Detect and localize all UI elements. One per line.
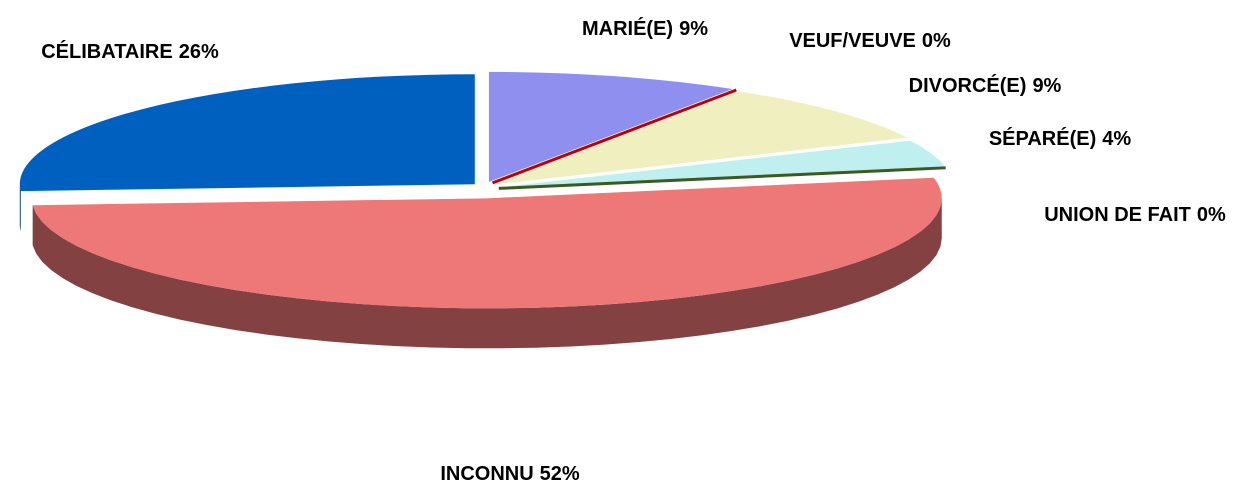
slice-side: [32, 198, 942, 349]
value-label: 4%: [1102, 128, 1131, 150]
value-label: 9%: [1032, 75, 1061, 97]
slice: [498, 140, 946, 188]
slice-label: CÉLIBATAIRE 26%: [41, 40, 219, 63]
slice: [495, 91, 908, 185]
slice-label: UNION DE FAIT 0%: [1044, 204, 1226, 226]
pie-tops: [19, 71, 946, 309]
slice-label: VEUF/VEUVE 0%: [789, 30, 951, 52]
slice-label: MARIÉ(E) 9%: [582, 17, 708, 40]
value-label: 52%: [540, 463, 580, 485]
value-label: 9%: [679, 18, 708, 40]
category-label: INCONNU: [440, 463, 533, 485]
category-label: SÉPARÉ(E): [989, 127, 1096, 150]
slice: [488, 71, 733, 182]
category-label: MARIÉ(E): [582, 17, 673, 40]
category-label: UNION DE FAIT: [1044, 204, 1191, 226]
slice-label: INCONNU 52%: [440, 463, 580, 485]
slice-label: SÉPARÉ(E) 4%: [989, 127, 1132, 150]
value-label: 0%: [922, 30, 951, 52]
category-label: VEUF/VEUVE: [789, 30, 916, 52]
value-label: 26%: [179, 41, 219, 63]
category-label: CÉLIBATAIRE: [41, 40, 172, 63]
value-label: 0%: [1197, 204, 1226, 226]
labels: MARIÉ(E) 9%VEUF/VEUVE 0%DIVORCÉ(E) 9%SÉPARÉ…: [41, 17, 1226, 485]
slice: [19, 74, 475, 192]
pie-sides: [19, 184, 942, 349]
slice-label: DIVORCÉ(E) 9%: [909, 74, 1062, 97]
slice: [32, 177, 942, 309]
category-label: DIVORCÉ(E): [909, 74, 1027, 97]
slice-side: [19, 184, 21, 232]
